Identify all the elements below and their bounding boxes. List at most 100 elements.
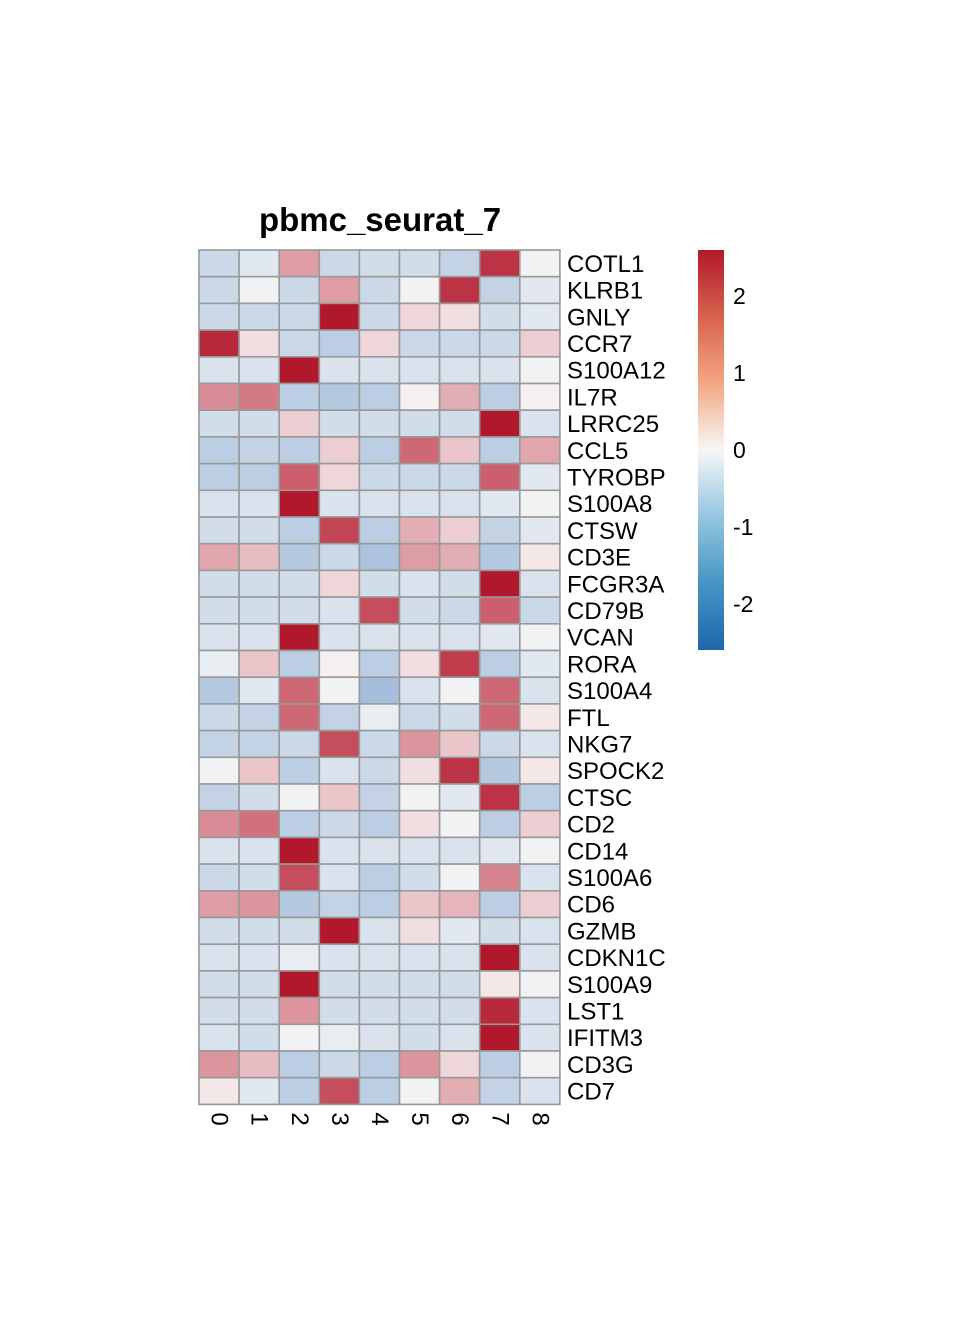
row-label-CD14: CD14 bbox=[567, 838, 628, 865]
heatmap-cell-SPOCK2-3 bbox=[318, 756, 361, 785]
heatmap-cell-CD3G-2 bbox=[278, 1050, 321, 1079]
heatmap-cell-CD2-2 bbox=[278, 809, 321, 839]
heatmap-cell-S100A12-1 bbox=[238, 355, 281, 385]
heatmap-cell-S100A4-8 bbox=[518, 676, 561, 705]
heatmap-cell-CD2-1 bbox=[238, 809, 281, 839]
heatmap-cell-FTL-0 bbox=[198, 703, 240, 732]
heatmap-cell-LRRC25-8 bbox=[518, 409, 561, 438]
heatmap-cell-S100A6-1 bbox=[238, 863, 281, 892]
heatmap-cell-LRRC25-3 bbox=[318, 409, 361, 438]
row-label-GNLY: GNLY bbox=[567, 304, 631, 331]
row-label-S100A8: S100A8 bbox=[567, 491, 652, 518]
heatmap-cell-KLRB1-0 bbox=[198, 275, 240, 305]
heatmap-cell-IL7R-4 bbox=[358, 382, 401, 412]
heatmap-cell-CTSW-3 bbox=[318, 516, 361, 545]
heatmap-cell-S100A8-5 bbox=[398, 489, 441, 518]
heatmap-cell-LRRC25-4 bbox=[358, 409, 401, 438]
heatmap-cell-CD3E-1 bbox=[238, 542, 281, 572]
row-label-CTSW: CTSW bbox=[567, 518, 638, 545]
heatmap-cell-S100A6-8 bbox=[518, 863, 561, 892]
column-label-4: 4 bbox=[366, 1112, 393, 1125]
heatmap-cell-IFITM3-0 bbox=[198, 1023, 240, 1052]
heatmap-cell-SPOCK2-4 bbox=[358, 756, 401, 785]
heatmap-cell-LST1-7 bbox=[478, 996, 521, 1026]
heatmap-cell-CD6-8 bbox=[518, 889, 561, 919]
heatmap-cell-SPOCK2-0 bbox=[198, 756, 240, 785]
heatmap-cell-CD14-7 bbox=[478, 836, 521, 865]
heatmap-cell-S100A8-3 bbox=[318, 489, 361, 518]
heatmap-cell-VCAN-2 bbox=[278, 622, 321, 652]
heatmap-cell-VCAN-1 bbox=[238, 622, 281, 652]
heatmap-cell-RORA-0 bbox=[198, 649, 240, 679]
heatmap-cell-LRRC25-5 bbox=[398, 409, 441, 438]
heatmap-cell-CD7-4 bbox=[358, 1076, 401, 1106]
heatmap-cell-CCR7-0 bbox=[198, 329, 240, 358]
heatmap-cell-CTSW-0 bbox=[198, 516, 240, 545]
heatmap-cell-S100A4-6 bbox=[438, 676, 481, 705]
heatmap-cell-S100A9-8 bbox=[518, 970, 561, 999]
heatmap-cell-CDKN1C-0 bbox=[198, 943, 240, 972]
heatmap-cell-IL7R-0 bbox=[198, 382, 240, 412]
heatmap-cell-CD2-8 bbox=[518, 809, 561, 839]
heatmap-cell-LRRC25-2 bbox=[278, 409, 321, 438]
heatmap-cell-LST1-4 bbox=[358, 996, 401, 1026]
heatmap-cell-CTSW-8 bbox=[518, 516, 561, 545]
heatmap-cell-CD6-7 bbox=[478, 889, 521, 919]
row-label-CD79B: CD79B bbox=[567, 598, 644, 625]
heatmap-cell-KLRB1-7 bbox=[478, 275, 521, 305]
heatmap-cell-COTL1-8 bbox=[518, 249, 561, 278]
heatmap-cell-IL7R-6 bbox=[438, 382, 481, 412]
heatmap-cell-KLRB1-4 bbox=[358, 275, 401, 305]
heatmap-cell-LST1-3 bbox=[318, 996, 361, 1026]
heatmap-cell-S100A6-6 bbox=[438, 863, 481, 892]
heatmap-cell-S100A4-0 bbox=[198, 676, 240, 705]
heatmap-cell-FTL-3 bbox=[318, 703, 361, 732]
heatmap-cell-S100A9-2 bbox=[278, 970, 321, 999]
heatmap-cell-LRRC25-1 bbox=[238, 409, 281, 438]
heatmap-cell-CDKN1C-1 bbox=[238, 943, 281, 972]
heatmap-cell-CD3G-3 bbox=[318, 1050, 361, 1079]
heatmap-cell-CD3E-5 bbox=[398, 542, 441, 572]
heatmap-cell-S100A12-8 bbox=[518, 355, 561, 385]
heatmap-cell-CD7-3 bbox=[318, 1076, 361, 1106]
heatmap-cell-FCGR3A-5 bbox=[398, 569, 441, 598]
heatmap-cell-COTL1-2 bbox=[278, 249, 321, 278]
heatmap-cell-FTL-6 bbox=[438, 703, 481, 732]
heatmap-cell-TYROBP-0 bbox=[198, 462, 240, 492]
heatmap-cell-S100A8-1 bbox=[238, 489, 281, 518]
row-label-S100A4: S100A4 bbox=[567, 678, 652, 705]
heatmap-cell-CD3E-8 bbox=[518, 542, 561, 572]
heatmap-cell-S100A4-2 bbox=[278, 676, 321, 705]
heatmap-cell-GNLY-5 bbox=[398, 302, 441, 331]
heatmap-cell-CCL5-3 bbox=[318, 436, 361, 465]
heatmap-cell-CCL5-7 bbox=[478, 436, 521, 465]
heatmap-cell-IFITM3-4 bbox=[358, 1023, 401, 1052]
heatmap-cell-GZMB-0 bbox=[198, 916, 240, 946]
heatmap-cell-CDKN1C-4 bbox=[358, 943, 401, 972]
heatmap-cell-FCGR3A-6 bbox=[438, 569, 481, 598]
heatmap-cell-CD7-5 bbox=[398, 1076, 441, 1106]
row-label-CD3E: CD3E bbox=[567, 545, 631, 572]
heatmap-cell-GNLY-8 bbox=[518, 302, 561, 331]
heatmap-cell-GNLY-0 bbox=[198, 302, 240, 331]
heatmap-cell-RORA-2 bbox=[278, 649, 321, 679]
heatmap-cell-S100A8-6 bbox=[438, 489, 481, 518]
heatmap-cell-CCL5-8 bbox=[518, 436, 561, 465]
heatmap-cell-IFITM3-2 bbox=[278, 1023, 321, 1052]
heatmap-cell-NKG7-1 bbox=[238, 729, 281, 759]
column-label-2: 2 bbox=[286, 1112, 313, 1125]
row-label-S100A6: S100A6 bbox=[567, 865, 652, 892]
heatmap-cell-CTSC-8 bbox=[518, 783, 561, 812]
heatmap-cell-CTSW-7 bbox=[478, 516, 521, 545]
heatmap-cell-LRRC25-6 bbox=[438, 409, 481, 438]
heatmap-cell-FCGR3A-3 bbox=[318, 569, 361, 598]
heatmap-cell-CD3E-3 bbox=[318, 542, 361, 572]
heatmap-cell-FCGR3A-8 bbox=[518, 569, 561, 598]
heatmap-cell-FTL-5 bbox=[398, 703, 441, 732]
heatmap-cell-CTSC-4 bbox=[358, 783, 401, 812]
heatmap-cell-S100A9-6 bbox=[438, 970, 481, 999]
colorbar-gradient bbox=[698, 250, 724, 650]
heatmap-cell-S100A9-0 bbox=[198, 970, 240, 999]
heatmap-cell-S100A6-3 bbox=[318, 863, 361, 892]
heatmap-cell-CD3G-1 bbox=[238, 1050, 281, 1079]
